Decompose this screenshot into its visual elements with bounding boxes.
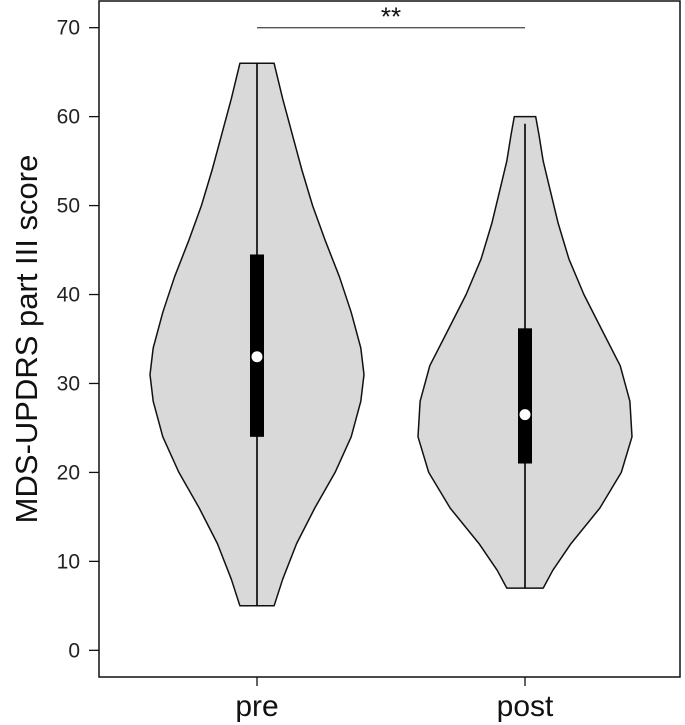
y-tick-label: 10 xyxy=(57,550,80,573)
y-tick-label: 40 xyxy=(57,284,80,307)
x-axis: pre post xyxy=(235,677,554,723)
y-tick-label: 0 xyxy=(68,639,80,662)
iqr-box-pre xyxy=(250,254,264,437)
y-tick-label: 50 xyxy=(57,195,80,218)
y-tick-label: 60 xyxy=(57,106,80,129)
y-tick-label: 70 xyxy=(57,17,80,40)
y-tick-label: 20 xyxy=(57,461,80,484)
significance-annotation: ** xyxy=(257,2,525,32)
violins xyxy=(149,62,633,607)
iqr-box-post xyxy=(518,328,532,464)
y-tick-label: 30 xyxy=(57,372,80,395)
significance-label: ** xyxy=(381,2,401,32)
y-axis-title: MDS-UPDRS part III score xyxy=(9,155,44,524)
x-tick-label-pre: pre xyxy=(235,690,278,723)
x-tick-label-post: post xyxy=(497,690,554,723)
median-point-post xyxy=(519,409,531,421)
y-axis: 0 10 20 30 40 50 60 70 xyxy=(57,17,99,662)
median-point-pre xyxy=(251,351,263,363)
